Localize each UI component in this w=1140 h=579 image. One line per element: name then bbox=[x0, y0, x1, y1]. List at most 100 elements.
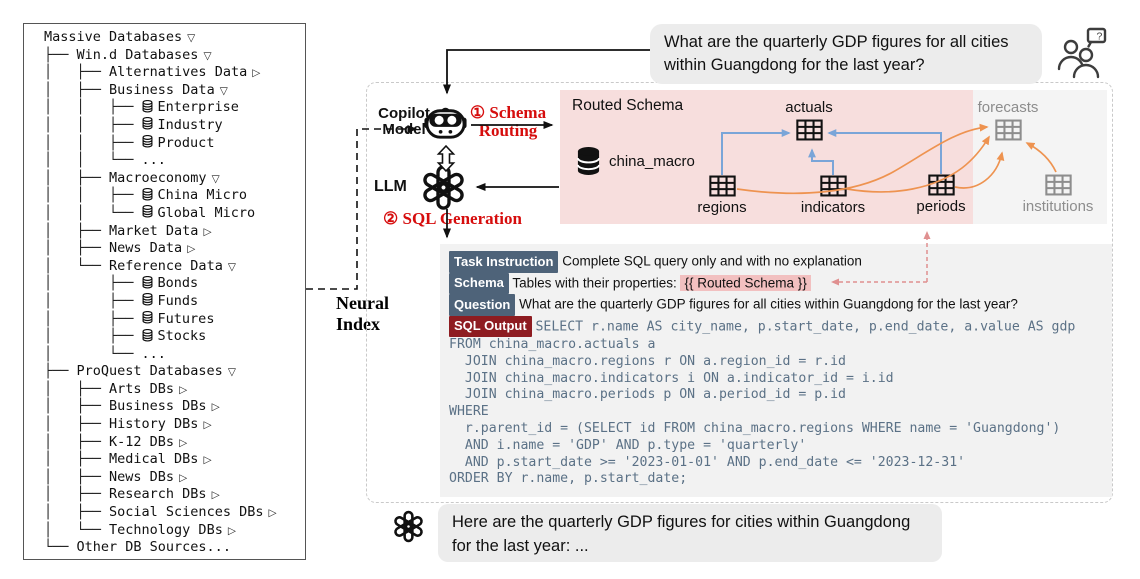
tree-branch: │ ├── bbox=[44, 468, 110, 485]
tree-item[interactable]: │ ├── Business Data ▽ bbox=[44, 82, 305, 100]
db-table-icon bbox=[142, 328, 153, 342]
tree-item-label: Massive Databases bbox=[44, 29, 183, 45]
table-icon bbox=[927, 174, 955, 196]
sql-code-line: WHERE bbox=[449, 404, 489, 420]
tree-branch: │ ├── bbox=[44, 486, 110, 503]
table-label: regions bbox=[697, 199, 747, 216]
tree-expander-icon[interactable]: ▷ bbox=[252, 67, 261, 80]
tree-item[interactable]: │ │ ├── Industry bbox=[44, 117, 305, 135]
tree-item-label: History DBs bbox=[109, 416, 199, 433]
tree-item-label: Other DB Sources... bbox=[76, 539, 231, 556]
tree-item[interactable]: ├── Win.d Databases ▽ bbox=[44, 47, 305, 65]
tree-expander-icon[interactable]: ▷ bbox=[268, 507, 277, 520]
tree-expander-icon[interactable]: ▽ bbox=[227, 260, 236, 273]
tree-item-label: Reference Data bbox=[109, 257, 223, 274]
tree-branch: │ └── bbox=[44, 521, 110, 538]
tree-item[interactable]: │ │ ├── China Micro bbox=[44, 187, 305, 205]
step2-text: SQL Generation bbox=[402, 209, 522, 228]
tree-item[interactable]: │ │ └── Global Micro bbox=[44, 205, 305, 223]
tree-expander-icon[interactable]: ▷ bbox=[211, 489, 220, 502]
tree-expander-icon[interactable]: ▽ bbox=[211, 172, 220, 185]
tree-expander-icon[interactable]: ▷ bbox=[203, 225, 212, 238]
db-table-icon bbox=[142, 293, 153, 306]
tree-item-label: ... bbox=[141, 152, 166, 169]
tree-item-label: ... bbox=[141, 345, 166, 362]
tree-item[interactable]: │ ├── Medical DBs ▷ bbox=[44, 451, 305, 469]
table-label: indicators bbox=[800, 199, 866, 216]
tree-item[interactable]: ├── ProQuest Databases ▽ bbox=[44, 363, 305, 381]
tree-branch: │ ├── bbox=[44, 416, 110, 433]
tree-item-label: Research DBs bbox=[109, 486, 207, 503]
database-tree: Massive Databases ▽ ├── Win.d Databases ▽ │ … bbox=[24, 24, 305, 557]
table-icon bbox=[819, 175, 847, 197]
db-table-icon bbox=[142, 135, 153, 148]
tree-expander-icon[interactable]: ▷ bbox=[211, 401, 220, 414]
database-name: china_macro bbox=[609, 152, 695, 170]
tree-item[interactable]: │ ├── History DBs ▷ bbox=[44, 416, 305, 434]
tree-item[interactable]: │ ├── Social Sciences DBs ▷ bbox=[44, 504, 305, 522]
table-label: institutions bbox=[1022, 198, 1094, 215]
tree-branch: ├── bbox=[44, 46, 77, 63]
tree-item[interactable]: │ └── Reference Data ▽ bbox=[44, 258, 305, 276]
tree-item[interactable]: │ ├── Market Data ▷ bbox=[44, 223, 305, 241]
tree-item[interactable]: │ ├── Funds bbox=[44, 293, 305, 311]
tree-item[interactable]: │ ├── News DBs ▷ bbox=[44, 469, 305, 487]
tree-item[interactable]: │ └── ... bbox=[44, 346, 305, 364]
tree-expander-icon[interactable]: ▷ bbox=[179, 471, 188, 484]
tree-expander-icon[interactable]: ▽ bbox=[219, 84, 228, 97]
tree-item[interactable]: │ └── Technology DBs ▷ bbox=[44, 522, 305, 540]
tree-expander-icon[interactable]: ▷ bbox=[227, 524, 236, 537]
tree-branch: │ ├── bbox=[44, 433, 110, 450]
tree-item[interactable]: │ ├── News Data ▷ bbox=[44, 240, 305, 258]
tree-branch: │ ├── bbox=[44, 451, 110, 468]
tree-expander-icon[interactable]: ▽ bbox=[203, 49, 212, 62]
openai-llm-icon bbox=[420, 164, 467, 216]
tree-item[interactable]: │ │ └── ... bbox=[44, 152, 305, 170]
step1-word2: Routing bbox=[478, 121, 538, 140]
tree-item-label: News DBs bbox=[109, 468, 175, 485]
answer-line2: for the last year: ... bbox=[452, 537, 589, 555]
tree-expander-icon[interactable]: ▷ bbox=[179, 383, 188, 396]
tree-item[interactable]: │ │ ├── Enterprise bbox=[44, 99, 305, 117]
step2-sql-generation-label: ② SQL Generation bbox=[383, 209, 522, 229]
tree-branch: │ ├── bbox=[44, 81, 110, 98]
table-node-forecasts: forecasts bbox=[966, 99, 1050, 141]
tree-item[interactable]: │ ├── K-12 DBs ▷ bbox=[44, 434, 305, 452]
tree-expander-icon[interactable]: ▷ bbox=[179, 436, 188, 449]
tree-item[interactable]: │ │ ├── Product bbox=[44, 135, 305, 153]
tree-item-label: Industry bbox=[157, 116, 223, 133]
tree-expander-icon[interactable]: ▷ bbox=[203, 454, 212, 467]
tree-item-label: Futures bbox=[157, 310, 215, 327]
tree-branch: │ │ ├── bbox=[44, 187, 142, 204]
tree-expander-icon[interactable]: ▷ bbox=[203, 419, 212, 432]
tree-branch: │ ├── bbox=[44, 328, 142, 345]
neural-index-line1: Neural bbox=[336, 293, 389, 313]
tree-item[interactable]: │ ├── Research DBs ▷ bbox=[44, 486, 305, 504]
tree-branch: │ │ ├── bbox=[44, 134, 142, 151]
tree-item-label: Global Micro bbox=[157, 204, 256, 221]
sql-code-line: AND p.start_date >= '2023-01-01' AND p.e… bbox=[449, 454, 966, 470]
tree-branch: │ ├── bbox=[44, 380, 110, 397]
tree-item[interactable]: Massive Databases ▽ bbox=[44, 29, 305, 47]
tree-item[interactable]: │ ├── Bonds bbox=[44, 275, 305, 293]
tree-branch: │ │ └── bbox=[44, 204, 142, 221]
tree-expander-icon[interactable]: ▷ bbox=[187, 243, 196, 256]
tree-expander-icon[interactable]: ▽ bbox=[227, 366, 236, 379]
tree-expander-icon[interactable]: ▽ bbox=[187, 32, 196, 44]
tree-item-label: Alternatives Data bbox=[109, 64, 248, 81]
tree-item[interactable]: │ ├── Business DBs ▷ bbox=[44, 398, 305, 416]
tree-item[interactable]: │ ├── Stocks bbox=[44, 328, 305, 346]
tree-item-label: ProQuest Databases bbox=[76, 363, 223, 380]
tree-item[interactable]: │ ├── Macroeconomy ▽ bbox=[44, 170, 305, 188]
copilot-robot-icon bbox=[422, 99, 469, 151]
tree-item-label: Business DBs bbox=[109, 398, 207, 415]
tree-item[interactable]: │ ├── Alternatives Data ▷ bbox=[44, 64, 305, 82]
tree-branch: │ ├── bbox=[44, 292, 142, 309]
users-question-icon: ? bbox=[1057, 27, 1111, 84]
tree-item[interactable]: │ ├── Futures bbox=[44, 311, 305, 329]
tree-item-label: K-12 DBs bbox=[109, 433, 175, 450]
database-tree-panel: Massive Databases ▽ ├── Win.d Databases ▽ │ … bbox=[23, 23, 306, 560]
tree-item[interactable]: │ ├── Arts DBs ▷ bbox=[44, 381, 305, 399]
copilot-label-line1: Copilot bbox=[378, 105, 430, 122]
tree-item[interactable]: └── Other DB Sources... bbox=[44, 539, 305, 557]
